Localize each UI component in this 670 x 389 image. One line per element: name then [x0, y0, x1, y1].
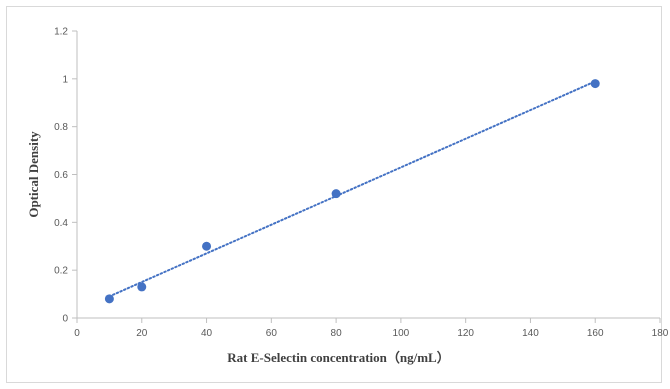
x-tick-label: 160	[587, 328, 604, 339]
data-point	[590, 79, 600, 89]
x-tick-label: 180	[652, 328, 669, 339]
x-axis-ticks: 0 20 40 60 80 100 120 140 160 180	[74, 318, 669, 339]
trendline	[108, 80, 597, 298]
data-point	[104, 294, 114, 304]
x-tick-label: 20	[136, 328, 148, 339]
data-point	[137, 282, 147, 292]
x-axis-title: Rat E-Selectin concentration（ng/mL）	[227, 350, 449, 365]
y-tick-label: 0	[62, 314, 68, 325]
x-tick-label: 40	[201, 328, 213, 339]
y-tick-label: 1	[62, 74, 68, 85]
data-point	[202, 241, 212, 251]
x-tick-label: 100	[393, 328, 410, 339]
y-axis-title: Optical Density	[26, 131, 41, 218]
x-tick-label: 0	[74, 328, 80, 339]
y-tick-label: 0.8	[54, 122, 68, 133]
y-tick-label: 0.4	[54, 218, 68, 229]
data-point	[331, 189, 341, 199]
y-tick-label: 0.6	[54, 170, 68, 181]
x-tick-label: 120	[457, 328, 474, 339]
y-tick-label: 0.2	[54, 266, 68, 277]
x-tick-label: 140	[522, 328, 539, 339]
x-tick-label: 80	[331, 328, 343, 339]
data-points	[104, 79, 600, 304]
y-axis-ticks: 0 0.2 0.4 0.6 0.8 1 1.2	[54, 27, 77, 325]
y-tick-label: 1.2	[54, 27, 68, 38]
x-tick-label: 60	[266, 328, 278, 339]
